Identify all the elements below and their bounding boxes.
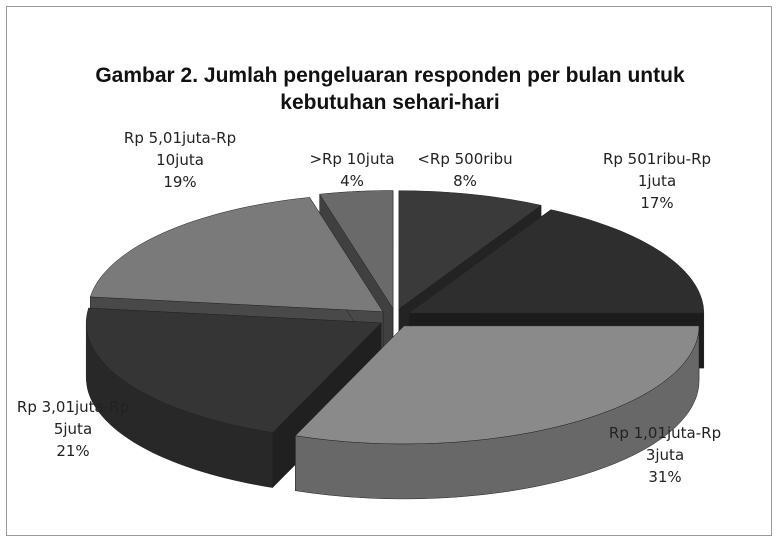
value-label: 4%: [340, 172, 364, 190]
category-label: Rp 3,01juta-Rp 5juta: [16, 398, 130, 438]
category-label: Rp 1,01juta-Rp 3juta: [608, 424, 722, 464]
value-label: 8%: [453, 172, 477, 190]
chart-title: Gambar 2. Jumlah pengeluaran responden p…: [95, 64, 685, 114]
slice: [398, 190, 542, 310]
slice: [89, 197, 384, 312]
slice-label: >Rp 10juta 4%: [287, 148, 417, 192]
value-label: 31%: [648, 468, 682, 486]
slice: [85, 307, 382, 433]
slice: [294, 325, 700, 445]
category-label: Rp 501ribu-Rp 1juta: [602, 150, 712, 190]
slice-label: Rp 5,01juta-Rp 10juta 19%: [115, 127, 245, 193]
slice-label: Rp 1,01juta-Rp 3juta 31%: [600, 422, 730, 488]
frame: [6, 6, 772, 536]
slice-label: Rp 501ribu-Rp 1juta 17%: [592, 148, 722, 214]
category-label: <Rp 500ribu: [417, 150, 513, 168]
slice-label: Rp 3,01juta-Rp 5juta 21%: [8, 396, 138, 462]
value-label: 21%: [56, 442, 90, 460]
slice: [408, 209, 705, 314]
value-label: 17%: [640, 194, 674, 212]
slice-label: <Rp 500ribu 8%: [400, 148, 530, 192]
category-label: Rp 5,01juta-Rp 10juta: [123, 129, 237, 169]
value-label: 19%: [163, 173, 197, 191]
category-label: >Rp 10juta: [309, 150, 395, 168]
slice: [319, 190, 394, 310]
